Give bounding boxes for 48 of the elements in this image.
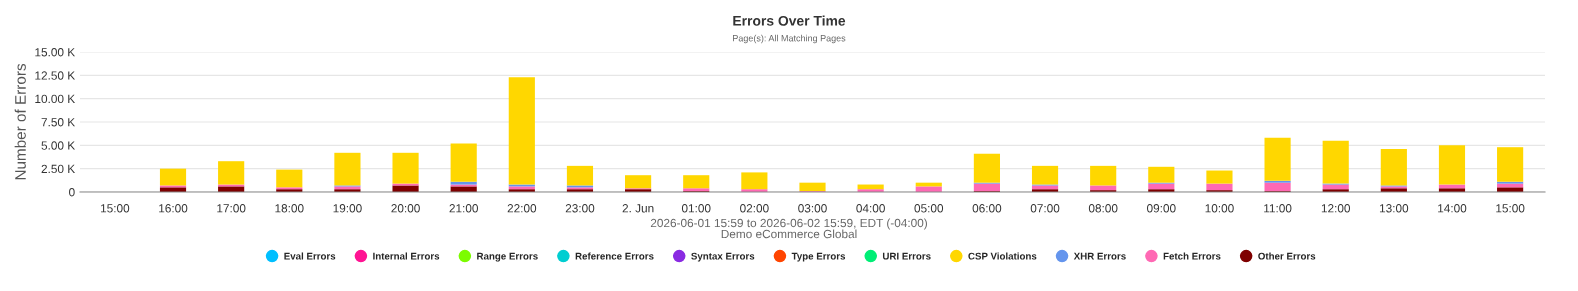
x-tick-label: 01:00: [681, 204, 711, 213]
x-tick-label: 17:00: [217, 204, 246, 213]
x-tick-label: 10:00: [1205, 204, 1234, 213]
legend-label: Other Errors: [1258, 252, 1316, 260]
x-tick-label: 15:00: [1496, 204, 1525, 213]
legend-label: URI Errors: [882, 252, 931, 260]
x-tick-label: 20:00: [391, 204, 420, 213]
y-tick-label: 12.50 K: [35, 71, 76, 80]
x-tick-label: 21:00: [449, 204, 478, 213]
legend-label: Eval Errors: [284, 252, 336, 260]
x-tick-label: 03:00: [798, 204, 827, 213]
legend-label: Syntax Errors: [691, 252, 755, 262]
y-axis-title: Number of Errors: [14, 63, 26, 180]
x-tick-label: 04:00: [856, 204, 885, 213]
chart-title: Errors Over Time: [733, 15, 846, 26]
x-tick-label: 07:00: [1030, 204, 1060, 213]
x-axis-title: 2026-06-01 15:59 to 2026-06-02 15:59, EDT (-04:00): [650, 218, 927, 230]
chart-subtitle: Page(s): All Matching Pages: [733, 34, 846, 44]
legend-label: Reference Errors: [575, 252, 654, 260]
x-tick-label: 12:00: [1321, 204, 1351, 213]
legend-label: Range Errors: [477, 252, 538, 262]
x-tick-label: 19:00: [333, 204, 362, 213]
legend-label: Type Errors: [791, 252, 846, 262]
legend-label: Internal Errors: [373, 252, 440, 260]
y-tick-label: 15.00 K: [35, 48, 76, 57]
legend-label: XHR Errors: [1073, 252, 1126, 260]
y-tick-label: 0: [69, 188, 75, 197]
y-tick-label: 2.50 K: [41, 164, 76, 174]
y-tick-label: 7.50 K: [41, 118, 76, 127]
x-tick-label: 09:00: [1147, 204, 1176, 213]
legend-label: CSP Violations: [968, 252, 1037, 260]
x-tick-label: 22:00: [507, 204, 537, 213]
y-tick-label: 5.00 K: [41, 141, 76, 150]
x-tick-label: 02:00: [740, 204, 769, 213]
text: Demo eCommerce Global: [721, 229, 857, 239]
x-tick-label: 13:00: [1379, 204, 1409, 213]
x-tick-label: 11:00: [1264, 204, 1292, 213]
x-tick-label: 08:00: [1088, 204, 1118, 213]
legend-label: Fetch Errors: [1163, 252, 1221, 260]
x-tick-label: 05:00: [914, 204, 944, 213]
x-tick-label: 06:00: [972, 204, 1002, 213]
x-tick-label: 2. Jun: [622, 204, 654, 213]
x-tick-label: 16:00: [159, 204, 188, 213]
y-tick-label: 10.00 K: [35, 94, 76, 104]
x-tick-label: 15:00: [101, 204, 130, 213]
x-tick-label: 18:00: [275, 204, 304, 213]
x-tick-label: 14:00: [1438, 204, 1467, 213]
x-tick-label: 23:00: [565, 204, 595, 213]
